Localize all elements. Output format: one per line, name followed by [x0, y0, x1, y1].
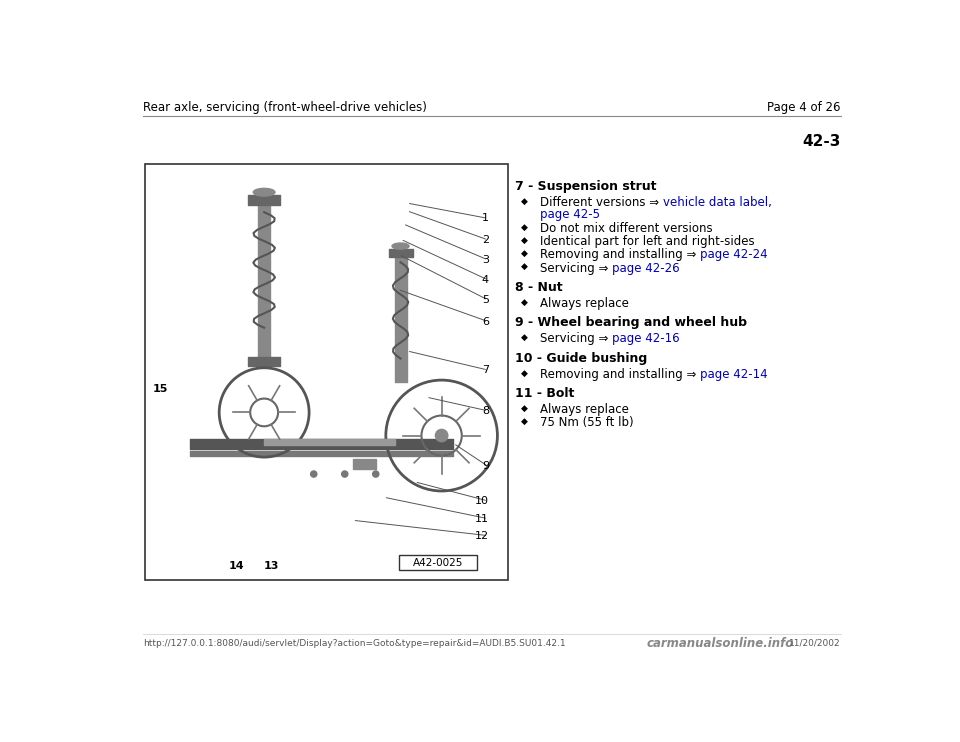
Circle shape: [436, 430, 447, 441]
Text: page 42-16: page 42-16: [612, 332, 680, 345]
Text: carmanualsonline.info: carmanualsonline.info: [647, 637, 794, 650]
Text: 1: 1: [482, 214, 489, 223]
Text: ◆: ◆: [521, 369, 528, 378]
Text: 42-3: 42-3: [803, 134, 841, 148]
Text: Do not mix different versions: Do not mix different versions: [540, 223, 712, 235]
Text: page 42-24: page 42-24: [700, 249, 768, 261]
Text: 6: 6: [482, 317, 489, 326]
Text: 11/20/2002: 11/20/2002: [789, 639, 841, 648]
Text: 14: 14: [228, 561, 244, 571]
Circle shape: [342, 471, 348, 477]
Text: Removing and installing ⇒: Removing and installing ⇒: [540, 249, 700, 261]
Ellipse shape: [392, 243, 409, 249]
Circle shape: [372, 471, 379, 477]
Text: Identical part for left and right-sides: Identical part for left and right-sides: [540, 235, 755, 249]
Text: http://127.0.0.1:8080/audi/servlet/Display?action=Goto&type=repair&id=AUDI.B5.SU: http://127.0.0.1:8080/audi/servlet/Displ…: [143, 639, 565, 648]
Text: ◆: ◆: [521, 404, 528, 413]
Text: 75 Nm (55 ft lb): 75 Nm (55 ft lb): [540, 416, 634, 430]
Text: ◆: ◆: [521, 262, 528, 272]
Text: page 42-26: page 42-26: [612, 261, 680, 275]
Text: Page 4 of 26: Page 4 of 26: [767, 101, 841, 114]
Text: Servicing ⇒: Servicing ⇒: [540, 261, 612, 275]
Text: 10 - Guide bushing: 10 - Guide bushing: [516, 352, 647, 364]
Text: 11: 11: [475, 513, 489, 524]
Bar: [352, 459, 375, 470]
Text: 12: 12: [475, 531, 489, 541]
Text: ◆: ◆: [521, 249, 528, 258]
Text: vehicle data label,: vehicle data label,: [663, 196, 772, 209]
Text: ◆: ◆: [521, 223, 528, 232]
Text: A42-0025: A42-0025: [413, 557, 463, 568]
Text: Always replace: Always replace: [540, 403, 629, 416]
Text: ◆: ◆: [521, 298, 528, 306]
Text: 3: 3: [482, 255, 489, 265]
Text: 9: 9: [482, 462, 489, 471]
Text: Always replace: Always replace: [540, 297, 629, 310]
Text: Servicing ⇒: Servicing ⇒: [540, 332, 612, 345]
Text: ◆: ◆: [521, 236, 528, 245]
Circle shape: [311, 471, 317, 477]
Text: ◆: ◆: [521, 417, 528, 426]
Text: 7 - Suspension strut: 7 - Suspension strut: [516, 180, 657, 193]
Bar: [145, 164, 508, 580]
Text: 8 - Nut: 8 - Nut: [516, 280, 563, 294]
Text: 8: 8: [482, 406, 489, 416]
Text: 4: 4: [482, 275, 489, 285]
Text: 13: 13: [263, 561, 278, 571]
Text: 15: 15: [153, 384, 168, 394]
Ellipse shape: [253, 188, 275, 196]
Text: 10: 10: [475, 496, 489, 506]
Text: Rear axle, servicing (front-wheel-drive vehicles): Rear axle, servicing (front-wheel-drive …: [143, 101, 427, 114]
Text: page 42-5: page 42-5: [540, 208, 600, 220]
Text: 2: 2: [482, 235, 489, 245]
Text: ◆: ◆: [521, 333, 528, 342]
Text: Removing and installing ⇒: Removing and installing ⇒: [540, 368, 700, 381]
Bar: [399, 555, 476, 571]
Text: ◆: ◆: [521, 197, 528, 206]
Text: 11 - Bolt: 11 - Bolt: [516, 387, 575, 400]
Text: page 42-14: page 42-14: [700, 368, 768, 381]
Text: 9 - Wheel bearing and wheel hub: 9 - Wheel bearing and wheel hub: [516, 316, 747, 329]
Text: 7: 7: [482, 365, 489, 375]
Text: 5: 5: [482, 295, 489, 305]
Text: Different versions ⇒: Different versions ⇒: [540, 196, 663, 209]
